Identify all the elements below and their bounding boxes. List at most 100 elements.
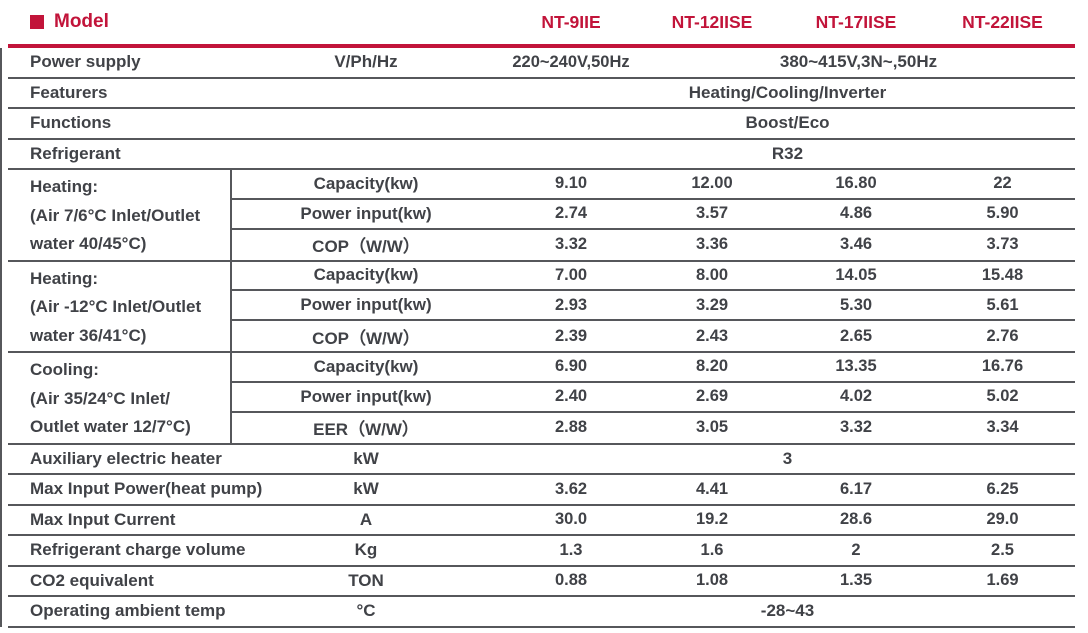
section-label-line: Cooling: <box>30 360 99 379</box>
value-cell: 12.00 <box>691 174 733 193</box>
section-label-line: Heating: <box>30 268 98 288</box>
row-operating-ambient-temp: Operating ambient temp °C -28~43 <box>8 597 1075 628</box>
subrow-label: Power input(kw) <box>300 386 432 406</box>
value-cell-span: R32 <box>771 143 804 163</box>
value-cell: 8.00 <box>695 265 729 284</box>
section-label: Heating: (Air -12°C Inlet/Outlet water 3… <box>8 261 232 351</box>
section-label-line: Heating: <box>30 177 98 196</box>
section-heating-air7: Heating: (Air 7/6°C Inlet/Outlet water 4… <box>8 170 1075 262</box>
value-cell: 3.34 <box>986 418 1019 437</box>
row-max-input-current: Max Input Current A 30.0 19.2 28.6 29.0 <box>8 506 1075 536</box>
section-label-line: (Air -12°C Inlet/Outlet <box>30 297 202 316</box>
section-label: Cooling: (Air 35/24°C Inlet/ Outlet wate… <box>8 353 232 443</box>
unit-cell: A <box>359 509 373 529</box>
subrow-label: Power input(kw) <box>300 295 432 315</box>
model-column-header-3: NT-17IISE <box>815 11 897 32</box>
value-cell: 1.3 <box>559 540 583 559</box>
value-cell: 3.32 <box>839 418 873 437</box>
value-cell: 4.86 <box>839 204 873 223</box>
section-rows: Capacity(kw) 7.00 8.00 14.05 15.48 Power… <box>232 262 1075 352</box>
model-column-header-1: NT-9IIE <box>541 11 601 32</box>
value-cell: 2.76 <box>986 326 1019 345</box>
value-cell: 5.90 <box>986 204 1019 223</box>
row-featurers: Featurers Heating/Cooling/Inverter <box>8 79 1075 109</box>
row-refrigerant: Refrigerant R32 <box>8 140 1075 170</box>
value-cell: 3.57 <box>695 204 729 223</box>
row-functions: Functions Boost/Eco <box>8 109 1075 140</box>
value-cell: 6.90 <box>554 357 588 376</box>
unit-cell: V/Ph/Hz <box>334 52 398 72</box>
section-rows: Capacity(kw) 6.90 8.20 13.35 16.76 Power… <box>232 353 1075 443</box>
row-label: CO2 equivalent <box>30 570 154 590</box>
value-cell: 2.65 <box>839 326 873 345</box>
value-cell: 1.69 <box>986 571 1019 590</box>
value-cell-span: -28~43 <box>760 601 815 621</box>
value-cell: 2.74 <box>554 204 588 223</box>
unit-cell: kW <box>353 448 379 468</box>
value-cell: 2.43 <box>695 326 729 345</box>
value-cell: 7.00 <box>554 265 588 284</box>
row-auxiliary-heater: Auxiliary electric heater kW 3 <box>8 445 1075 475</box>
value-cell: 6.17 <box>839 479 873 498</box>
value-cell: 22 <box>993 174 1012 193</box>
subrow-power-input: Power input(kw) 2.40 2.69 4.02 5.02 <box>232 383 1075 413</box>
value-cell: 29.0 <box>986 510 1019 529</box>
table-left-border <box>0 48 2 627</box>
value-cell: 5.61 <box>986 295 1019 314</box>
value-cell: 30.0 <box>554 510 588 529</box>
value-cell: 15.48 <box>981 265 1024 284</box>
spec-table: Model NT-9IIE NT-12IISE NT-17IISE NT-22I… <box>8 0 1075 628</box>
row-label: Refrigerant charge volume <box>30 540 246 560</box>
value-cell-span3: 380~415V,3N~,50Hz <box>779 52 938 72</box>
value-cell: 3.73 <box>986 235 1019 254</box>
value-cell: 3.46 <box>839 235 873 254</box>
section-label-line: water 40/45°C) <box>30 234 147 253</box>
subrow-capacity: Capacity(kw) 9.10 12.00 16.80 22 <box>232 170 1075 200</box>
value-cell: 13.35 <box>835 357 877 376</box>
value-cell: 3.62 <box>554 479 588 498</box>
value-cell: 2.5 <box>991 540 1014 559</box>
value-cell: 16.76 <box>981 357 1024 376</box>
row-co2-equivalent: CO2 equivalent TON 0.88 1.08 1.35 1.69 <box>8 567 1075 597</box>
value-cell: 5.02 <box>986 387 1019 406</box>
value-cell: 3.36 <box>695 235 729 254</box>
subrow-label: COP（W/W） <box>312 328 420 348</box>
section-label: Heating: (Air 7/6°C Inlet/Outlet water 4… <box>8 170 232 260</box>
section-heating-air-minus12: Heating: (Air -12°C Inlet/Outlet water 3… <box>8 261 1075 353</box>
row-label: Featurers <box>30 82 108 102</box>
value-cell: 16.80 <box>835 174 877 193</box>
subrow-label: Capacity(kw) <box>313 356 419 376</box>
model-column-header-4: NT-22IISE <box>962 11 1043 32</box>
value-cell: 2 <box>851 540 861 559</box>
row-label: Refrigerant <box>30 143 121 163</box>
value-cell: 5.30 <box>839 295 873 314</box>
value-cell: 3.32 <box>554 235 588 254</box>
value-cell: 3.05 <box>695 418 729 437</box>
value-cell: 3.29 <box>695 295 729 314</box>
row-label: Auxiliary electric heater <box>30 448 222 468</box>
value-cell: 2.40 <box>554 387 588 406</box>
subrow-cop: COP（W/W） 2.39 2.43 2.65 2.76 <box>232 321 1075 351</box>
section-label-line: water 36/41°C) <box>30 325 147 345</box>
value-cell: 1.35 <box>839 571 873 590</box>
subrow-label: COP（W/W） <box>312 237 420 257</box>
model-header: Model <box>8 11 500 33</box>
value-cell: 4.02 <box>839 387 873 406</box>
red-square-bullet-icon <box>30 15 44 29</box>
unit-cell: °C <box>356 601 376 621</box>
value-cell: 2.93 <box>554 295 588 314</box>
value-cell: 1.6 <box>700 540 724 559</box>
value-cell-span: 3 <box>782 448 793 468</box>
section-label-line: (Air 35/24°C Inlet/ <box>30 388 171 408</box>
subrow-power-input: Power input(kw) 2.93 3.29 5.30 5.61 <box>232 291 1075 322</box>
model-header-label: Model <box>54 11 109 32</box>
value-cell-span: Heating/Cooling/Inverter <box>688 82 887 102</box>
model-column-header-2: NT-12IISE <box>671 11 753 32</box>
section-cooling: Cooling: (Air 35/24°C Inlet/ Outlet wate… <box>8 353 1075 445</box>
value-cell: 2.39 <box>554 326 588 345</box>
subrow-capacity: Capacity(kw) 7.00 8.00 14.05 15.48 <box>232 262 1075 292</box>
row-label: Max Input Current <box>30 509 176 529</box>
row-refrigerant-charge: Refrigerant charge volume Kg 1.3 1.6 2 2… <box>8 536 1075 567</box>
value-cell: 1.08 <box>695 571 729 590</box>
